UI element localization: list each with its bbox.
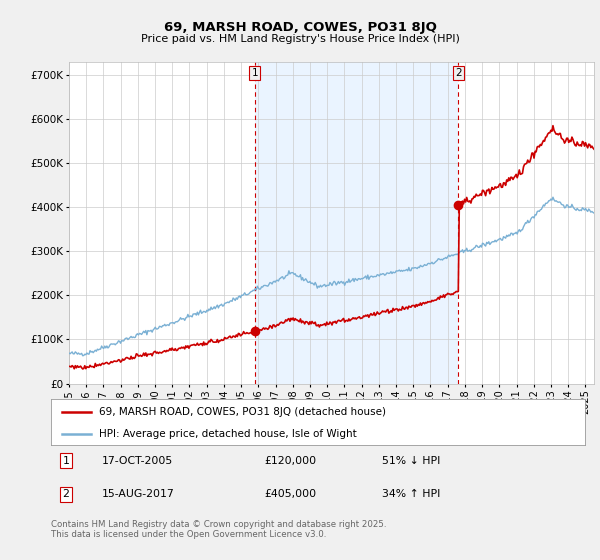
- Text: 69, MARSH ROAD, COWES, PO31 8JQ (detached house): 69, MARSH ROAD, COWES, PO31 8JQ (detache…: [99, 407, 386, 417]
- Text: £405,000: £405,000: [265, 489, 317, 500]
- Text: 34% ↑ HPI: 34% ↑ HPI: [382, 489, 440, 500]
- Text: 17-OCT-2005: 17-OCT-2005: [102, 456, 173, 466]
- Text: 51% ↓ HPI: 51% ↓ HPI: [382, 456, 440, 466]
- Text: 1: 1: [62, 456, 70, 466]
- Text: HPI: Average price, detached house, Isle of Wight: HPI: Average price, detached house, Isle…: [99, 429, 357, 438]
- Text: 15-AUG-2017: 15-AUG-2017: [102, 489, 175, 500]
- Text: 2: 2: [455, 68, 461, 78]
- Bar: [255, 62, 458, 384]
- Text: 2: 2: [62, 489, 70, 500]
- Text: Price paid vs. HM Land Registry's House Price Index (HPI): Price paid vs. HM Land Registry's House …: [140, 34, 460, 44]
- Text: £120,000: £120,000: [265, 456, 317, 466]
- Text: 69, MARSH ROAD, COWES, PO31 8JQ: 69, MARSH ROAD, COWES, PO31 8JQ: [164, 21, 436, 34]
- Text: Contains HM Land Registry data © Crown copyright and database right 2025.
This d: Contains HM Land Registry data © Crown c…: [51, 520, 386, 539]
- Text: 1: 1: [251, 68, 258, 78]
